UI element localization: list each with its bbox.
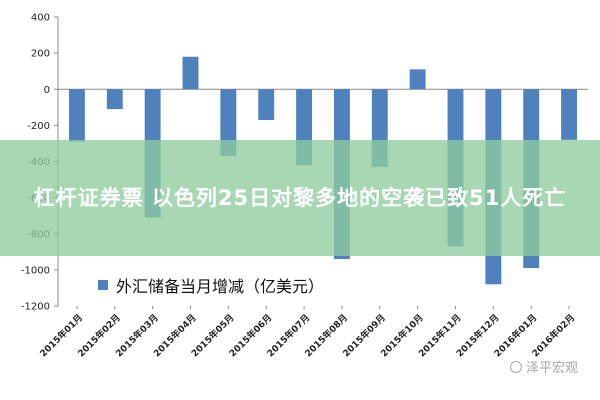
bar	[409, 69, 426, 90]
wechat-icon	[509, 360, 522, 373]
y-tick-label: -200	[27, 121, 50, 132]
x-axis: 2015年01月2015年02月2015年03月2015年04月2015年05月…	[37, 306, 577, 359]
y-tick-label: 200	[31, 49, 50, 60]
bar	[106, 89, 123, 110]
headline-text[interactable]: 杠杆证券票 以色列25日对黎多地的空袭已致51人死亡	[33, 185, 567, 210]
bar	[258, 89, 275, 120]
headline-banner[interactable]: 杠杆证券票 以色列25日对黎多地的空袭已致51人死亡	[0, 140, 600, 256]
legend-swatch	[98, 280, 108, 290]
legend: 外汇储备当月增减（亿美元）	[96, 273, 327, 297]
legend-label: 外汇储备当月增减（亿美元）	[116, 277, 325, 296]
bar	[220, 89, 237, 157]
watermark: 泽平宏观	[509, 357, 578, 376]
y-tick-label: -1200	[21, 302, 50, 313]
y-tick-label: 400	[31, 13, 50, 24]
bar	[68, 89, 85, 142]
watermark-text: 泽平宏观	[525, 361, 578, 376]
bar	[182, 56, 199, 90]
y-tick-label: 0	[44, 85, 50, 96]
y-tick-label: -1000	[21, 265, 50, 276]
bar	[561, 89, 578, 140]
